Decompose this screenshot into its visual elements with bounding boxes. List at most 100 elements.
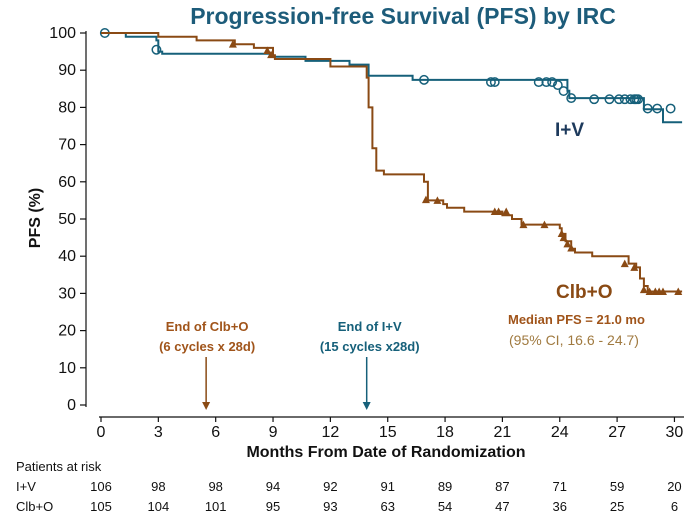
censor-marker-iv: [589, 94, 600, 105]
censor-marker-iv: [633, 94, 644, 105]
x-tick-label: 3: [154, 424, 163, 441]
annotations: End of Clb+O (6 cycles x 28d) End of I+V (1…: [159, 319, 420, 410]
at-risk-value: 25: [610, 499, 624, 514]
censor-marker-iv: [566, 93, 577, 104]
censor-marker-clbo: [433, 196, 442, 204]
censor-marker-iv: [547, 77, 558, 88]
end-clbo-arrow-head: [202, 402, 211, 410]
y-tick-label: 20: [58, 323, 76, 340]
chart-title: Progression-free Survival (PFS) by IRC: [190, 3, 616, 29]
y-tick-label: 90: [58, 62, 76, 79]
censor-marker-clbo: [658, 287, 667, 296]
y-tick-label: 70: [58, 137, 76, 154]
censor-marker-iv: [619, 94, 630, 105]
end-clbo-sublabel: (6 cycles x 28d): [159, 339, 255, 354]
at-risk-value: 92: [323, 479, 337, 494]
at-risk-value: 106: [90, 479, 112, 494]
censor-marker-iv: [552, 80, 563, 91]
x-tick-label: 27: [608, 424, 626, 441]
x-axis: 0 3 6 9 12 15 18 21 24 27 30: [97, 416, 684, 441]
censor-marker-iv: [151, 44, 162, 55]
x-tick-label: 0: [97, 424, 106, 441]
x-tick-label: 6: [211, 424, 220, 441]
y-tick-label: 0: [67, 397, 76, 414]
at-risk-value: 98: [208, 479, 222, 494]
censor-marker-clbo: [228, 40, 237, 48]
y-tick-label: 40: [58, 248, 76, 265]
x-tick-label: 12: [321, 424, 339, 441]
at-risk-value: 105: [90, 499, 112, 514]
at-risk-value: 59: [610, 479, 624, 494]
censor-marker-iv: [489, 77, 500, 88]
censor-marker-iv: [558, 86, 569, 96]
at-risk-value: 93: [323, 499, 337, 514]
censor-marker-clbo: [494, 207, 503, 216]
x-tick-label: 21: [494, 424, 512, 441]
censor-marker-clbo: [559, 233, 568, 242]
at-risk-table: 106 98 98 94 92 91 89 87 71 59 20 105 104 101 95 93 63 54…: [90, 479, 682, 514]
series-line-clbo: [101, 32, 683, 293]
x-tick-label: 15: [379, 424, 397, 441]
censor-marker-clbo: [630, 263, 639, 271]
at-risk-value: 104: [147, 499, 169, 514]
y-tick-label: 10: [58, 360, 76, 377]
y-axis: 0 10 20 30 40 50 60 70 80 90 100: [49, 25, 87, 414]
y-axis-label: PFS (%): [27, 188, 44, 248]
censor-marker-iv: [614, 94, 624, 105]
censor-marker-clbo: [674, 287, 683, 296]
censor-marker-iv: [665, 103, 676, 114]
series-label-iv: I+V: [555, 120, 584, 141]
end-iv-arrow-head: [362, 402, 371, 410]
censor-marker-iv: [604, 94, 615, 105]
end-iv-sublabel: (15 cycles x28d): [320, 339, 420, 354]
censor-marker-iv: [652, 103, 663, 114]
censor-marker-iv: [541, 77, 552, 88]
end-iv-label: End of I+V: [338, 319, 402, 334]
ci-label: (95% CI, 16.6 - 24.7): [509, 332, 639, 348]
at-risk-value: 47: [495, 499, 509, 514]
x-tick-label: 18: [436, 424, 454, 441]
censor-marker-clbo: [519, 220, 528, 229]
at-risk-label-iv: I+V: [16, 479, 36, 494]
censor-marker-iv: [533, 77, 544, 88]
censor-marker-iv: [485, 77, 496, 88]
censor-marker-clbo: [421, 195, 430, 204]
end-clbo-label: End of Clb+O: [166, 319, 249, 334]
censor-marker-clbo: [540, 220, 549, 229]
y-tick-label: 80: [58, 99, 76, 116]
censor-marker-iv: [642, 103, 653, 114]
at-risk-value: 91: [380, 479, 394, 494]
at-risk-value: 94: [266, 479, 280, 494]
censor-marker-iv: [625, 94, 636, 105]
x-axis-label: Months From Date of Randomization: [246, 444, 525, 461]
at-risk-value: 71: [553, 479, 567, 494]
y-tick-label: 50: [58, 211, 76, 228]
x-tick-label: 24: [551, 424, 569, 441]
censor-marker-clbo: [620, 259, 629, 268]
at-risk-value: 6: [671, 499, 678, 514]
x-tick-label: 30: [666, 424, 684, 441]
at-risk-value: 95: [266, 499, 280, 514]
x-tick-label: 9: [269, 424, 278, 441]
censor-marker-clbo: [567, 244, 576, 252]
series-line-iv: [101, 32, 683, 124]
y-tick-label: 100: [49, 25, 76, 42]
at-risk-value: 101: [205, 499, 227, 514]
at-risk-value: 36: [553, 499, 567, 514]
plot-series: [99, 28, 683, 296]
censor-marker-clbo: [639, 285, 648, 294]
at-risk-value: 98: [151, 479, 165, 494]
y-tick-label: 60: [58, 174, 76, 191]
censor-marker-iv: [419, 74, 429, 85]
censor-marker-clbo: [502, 207, 511, 216]
at-risk-value: 87: [495, 479, 509, 494]
at-risk-value: 63: [380, 499, 394, 514]
y-tick-label: 30: [58, 285, 76, 302]
series-label-clbo: Clb+O: [556, 282, 612, 303]
censor-marker-clbo: [563, 239, 572, 248]
at-risk-value: 89: [438, 479, 452, 494]
censor-marker-clbo: [267, 50, 276, 59]
at-risk-title: Patients at risk: [16, 459, 102, 474]
censor-marker-clbo: [645, 287, 654, 296]
